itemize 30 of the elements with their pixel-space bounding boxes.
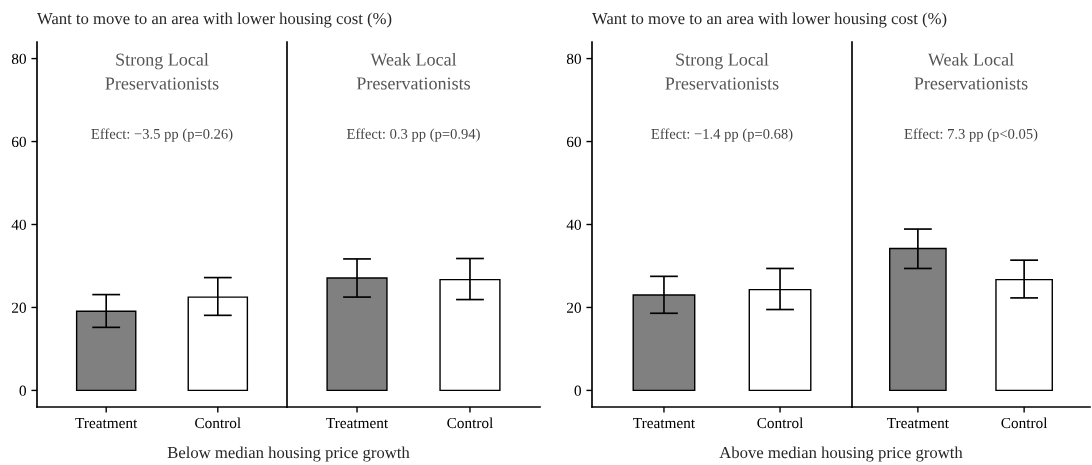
x-tick-label: Treatment xyxy=(887,418,949,429)
text: Strong Local Preservationists xyxy=(665,52,779,90)
annotation: Effect: −3.5 pp (p=0.26) xyxy=(91,128,233,142)
y-tick-label: 0 xyxy=(19,385,26,396)
x-tick-label: Control xyxy=(447,417,494,429)
annotation: Effect: −1.4 pp (p=0.68) xyxy=(651,128,793,142)
y-tick-label: 80 xyxy=(11,53,26,65)
x-tick-label: Control xyxy=(757,417,804,429)
y-tick-label: 40 xyxy=(11,219,26,230)
y-axis-title: Want to move to an area with lower housing cost (%) xyxy=(37,12,392,28)
y-tick-label: 20 xyxy=(11,302,26,313)
y-tick-label: 60 xyxy=(566,136,581,147)
text: Weak Local Preservationists xyxy=(356,52,471,90)
y-tick-label: 40 xyxy=(566,219,581,230)
x-tick-label: Control xyxy=(195,417,241,429)
x-axis-title: Above median housing price growth xyxy=(719,446,963,462)
y-axis-title: Want to move to an area with lower housing cost (%) xyxy=(592,12,947,28)
text: Strong Local Preservationists xyxy=(105,52,219,90)
y-tick-label: 80 xyxy=(566,53,581,65)
x-axis-title: Below median housing price growth xyxy=(167,446,410,462)
y-tick-label: 20 xyxy=(566,302,581,313)
x-tick-label: Control xyxy=(1001,417,1048,429)
x-tick-label: Treatment xyxy=(75,418,138,429)
y-tick-label: 0 xyxy=(574,385,581,396)
x-tick-label: Treatment xyxy=(326,418,389,429)
text: Weak Local Preservationists xyxy=(914,52,1028,90)
annotation: Effect: 0.3 pp (p=0.94) xyxy=(346,128,480,142)
annotation: Effect: 7.3 pp (p<0.05) xyxy=(904,128,1038,142)
x-tick-label: Treatment xyxy=(633,418,695,429)
y-tick-label: 60 xyxy=(11,136,26,147)
